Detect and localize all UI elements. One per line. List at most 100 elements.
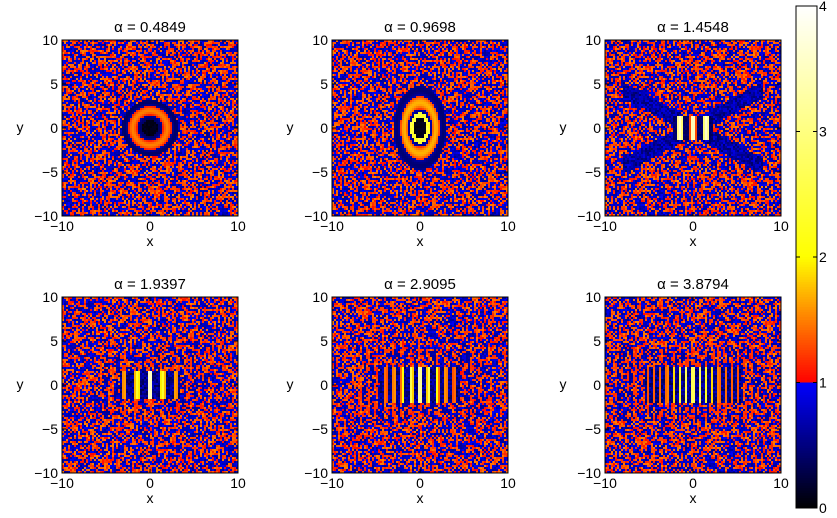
heatmap-cell <box>130 50 132 52</box>
heatmap-cell <box>128 46 130 48</box>
heatmap-cell <box>170 88 172 90</box>
heatmap-cell <box>178 62 180 64</box>
heatmap-cell <box>204 44 206 46</box>
heatmap-cell <box>126 68 128 70</box>
heatmap-cell <box>162 96 164 98</box>
heatmap-cell <box>76 82 78 84</box>
heatmap-cell <box>132 56 134 58</box>
heatmap-cell <box>220 70 222 72</box>
heatmap-cell <box>148 108 150 110</box>
heatmap-cell <box>120 46 122 48</box>
heatmap-cell <box>64 72 66 74</box>
heatmap-cell <box>194 46 196 48</box>
heatmap-cell <box>214 94 216 96</box>
heatmap-cell <box>200 62 202 64</box>
heatmap-cell <box>232 52 234 54</box>
heatmap-cell <box>98 42 100 44</box>
heatmap-cell <box>148 82 150 84</box>
heatmap-cell <box>222 68 224 70</box>
heatmap-cell <box>122 68 124 70</box>
heatmap-cell <box>152 62 154 64</box>
heatmap-cell <box>174 56 176 58</box>
heatmap-cell <box>148 104 150 106</box>
heatmap-cell <box>164 86 166 88</box>
heatmap-cell <box>132 70 134 72</box>
heatmap-cell <box>174 98 176 100</box>
heatmap-cell <box>190 60 192 62</box>
heatmap-cell <box>214 64 216 66</box>
heatmap-cell <box>206 102 208 104</box>
heatmap-cell <box>220 94 222 96</box>
heatmap-cell <box>96 52 98 54</box>
heatmap-cell <box>180 98 182 100</box>
heatmap-cell <box>208 98 210 100</box>
heatmap-cell <box>202 76 204 78</box>
heatmap-cell <box>210 68 212 70</box>
heatmap-cell <box>234 94 236 96</box>
heatmap-cell <box>86 96 88 98</box>
heatmap-cell <box>160 58 162 60</box>
heatmap-cell <box>84 44 86 46</box>
heatmap-cell <box>192 82 194 84</box>
heatmap-cell <box>188 52 190 54</box>
heatmap-cell <box>200 42 202 44</box>
heatmap-cell <box>136 42 138 44</box>
heatmap-cell <box>70 100 72 102</box>
heatmap-cell <box>198 62 200 64</box>
heatmap-cell <box>110 86 112 88</box>
heatmap-cell <box>176 102 178 104</box>
heatmap-cell <box>124 42 126 44</box>
heatmap-cell <box>82 108 84 110</box>
heatmap-cell <box>188 80 190 82</box>
heatmap-cell <box>82 92 84 94</box>
heatmap-cell <box>172 44 174 46</box>
heatmap-cell <box>198 46 200 48</box>
heatmap-cell <box>234 66 236 68</box>
heatmap-cell <box>96 74 98 76</box>
heatmap-cell <box>232 80 234 82</box>
heatmap-cell <box>110 74 112 76</box>
heatmap-cell <box>74 108 76 110</box>
heatmap-cell <box>68 92 70 94</box>
heatmap-cell <box>118 72 120 74</box>
heatmap-cell <box>134 100 136 102</box>
heatmap-cell <box>94 106 96 108</box>
heatmap-cell <box>110 44 112 46</box>
heatmap-cell <box>196 48 198 50</box>
heatmap-cell <box>110 102 112 104</box>
heatmap-cell <box>136 44 138 46</box>
heatmap-cell <box>168 44 170 46</box>
heatmap-cell <box>144 100 146 102</box>
heatmap-cell <box>160 50 162 52</box>
heatmap-cell <box>232 68 234 70</box>
heatmap-cell <box>140 98 142 100</box>
heatmap-cell <box>94 64 96 66</box>
heatmap-cell <box>198 96 200 98</box>
heatmap-cell <box>138 70 140 72</box>
heatmap-cell <box>148 86 150 88</box>
heatmap-cell <box>154 88 156 90</box>
heatmap-cell <box>228 60 230 62</box>
heatmap-cell <box>150 68 152 70</box>
heatmap-cell <box>86 82 88 84</box>
heatmap-cell <box>172 54 174 56</box>
heatmap-cell <box>128 76 130 78</box>
heatmap-cell <box>224 94 226 96</box>
heatmap-cell <box>96 104 98 106</box>
heatmap-cell <box>72 60 74 62</box>
heatmap-cell <box>202 72 204 74</box>
heatmap-cell <box>196 76 198 78</box>
heatmap-cell <box>110 60 112 62</box>
heatmap-cell <box>106 82 108 84</box>
heatmap-cell <box>188 102 190 104</box>
heatmap-cell <box>70 68 72 70</box>
heatmap-cell <box>82 72 84 74</box>
heatmap-cell <box>86 78 88 80</box>
heatmap-cell <box>74 50 76 52</box>
heatmap-cell <box>196 94 198 96</box>
heatmap-cell <box>88 70 90 72</box>
heatmap-cell <box>212 74 214 76</box>
heatmap-cell <box>132 84 134 86</box>
heatmap-cell <box>76 104 78 106</box>
heatmap-cell <box>106 86 108 88</box>
